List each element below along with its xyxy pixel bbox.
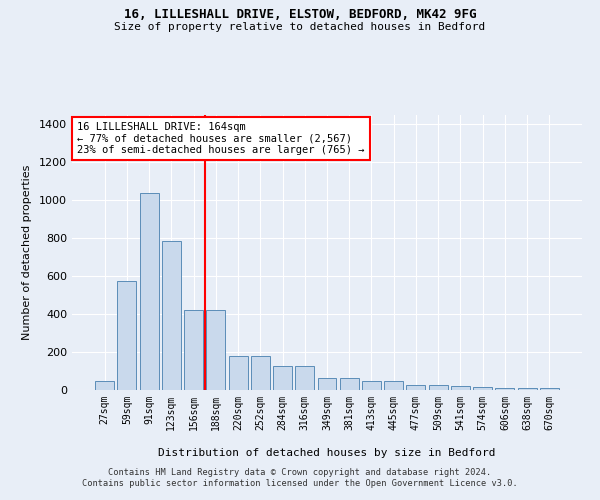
Bar: [251, 356, 270, 390]
Bar: [429, 386, 448, 390]
Bar: [496, 388, 514, 390]
Bar: [362, 381, 381, 390]
Text: Size of property relative to detached houses in Bedford: Size of property relative to detached ho…: [115, 22, 485, 32]
Bar: [273, 366, 292, 390]
Y-axis label: Number of detached properties: Number of detached properties: [22, 165, 32, 340]
Bar: [295, 366, 314, 390]
Bar: [317, 378, 337, 390]
Bar: [451, 386, 470, 390]
Bar: [540, 388, 559, 390]
Text: Distribution of detached houses by size in Bedford: Distribution of detached houses by size …: [158, 448, 496, 458]
Bar: [229, 356, 248, 390]
Bar: [384, 381, 403, 390]
Text: 16, LILLESHALL DRIVE, ELSTOW, BEDFORD, MK42 9FG: 16, LILLESHALL DRIVE, ELSTOW, BEDFORD, M…: [124, 8, 476, 20]
Text: Contains HM Land Registry data © Crown copyright and database right 2024.
Contai: Contains HM Land Registry data © Crown c…: [82, 468, 518, 487]
Bar: [518, 388, 536, 390]
Bar: [473, 387, 492, 390]
Bar: [184, 310, 203, 390]
Bar: [406, 386, 425, 390]
Bar: [206, 310, 225, 390]
Bar: [140, 193, 158, 390]
Text: 16 LILLESHALL DRIVE: 164sqm
← 77% of detached houses are smaller (2,567)
23% of : 16 LILLESHALL DRIVE: 164sqm ← 77% of det…: [77, 122, 365, 155]
Bar: [340, 378, 359, 390]
Bar: [162, 241, 181, 390]
Bar: [95, 381, 114, 390]
Bar: [118, 281, 136, 390]
